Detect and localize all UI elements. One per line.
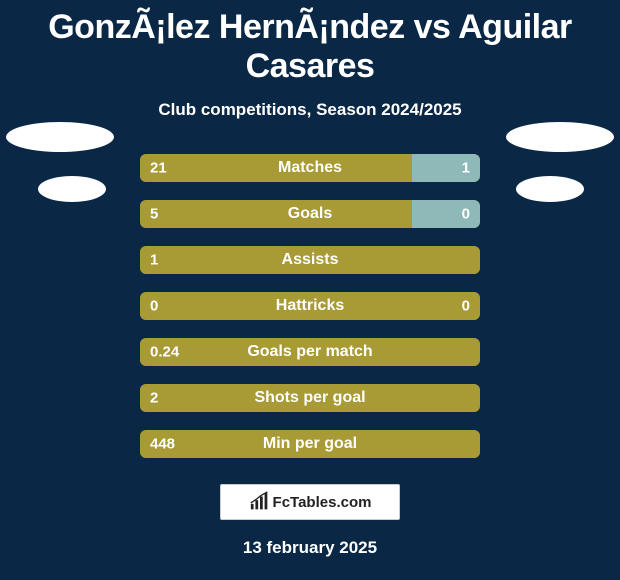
player-oval [506, 122, 614, 152]
stat-segment-left [140, 200, 412, 228]
stat-row: Shots per goal 2 [140, 384, 480, 412]
stat-value-left: 448 [150, 436, 175, 453]
player-oval [38, 176, 106, 202]
logo-box: FcTables.com [220, 484, 400, 520]
stat-label: Goals per match [247, 343, 372, 361]
player-oval [6, 122, 114, 152]
stat-row: Goals 5 0 [140, 200, 480, 228]
subtitle: Club competitions, Season 2024/2025 [0, 100, 620, 120]
stat-segment-left [140, 154, 412, 182]
stat-label: Matches [278, 159, 342, 177]
stat-row: Goals per match 0.24 [140, 338, 480, 366]
stat-label: Goals [288, 205, 332, 223]
stat-value-right: 0 [462, 298, 470, 315]
content-area: Matches211Goals50Assists1Hattricks00Goal… [0, 154, 620, 458]
stat-label: Hattricks [276, 297, 344, 315]
logo-text: FcTables.com [273, 494, 372, 511]
stat-row: Min per goal 448 [140, 430, 480, 458]
stat-value-left: 5 [150, 206, 158, 223]
stat-row: Matches 21 1 [140, 154, 480, 182]
stat-value-left: 0 [150, 298, 158, 315]
stat-label: Assists [282, 251, 339, 269]
stat-value-left: 1 [150, 252, 158, 269]
stat-value-left: 2 [150, 390, 158, 407]
stat-label: Min per goal [263, 435, 357, 453]
stats-bars: Matches211Goals50Assists1Hattricks00Goal… [140, 154, 480, 458]
stat-row: Assists 1 [140, 246, 480, 274]
stat-value-right: 0 [462, 206, 470, 223]
chart-icon [249, 491, 271, 513]
stat-row: Hattricks 0 0 [140, 292, 480, 320]
date-text: 13 february 2025 [0, 538, 620, 558]
player-oval [516, 176, 584, 202]
stat-value-right: 1 [462, 160, 470, 177]
stat-value-left: 0.24 [150, 344, 179, 361]
page-title: GonzÃ¡lez HernÃ¡ndez vs Aguilar Casares [0, 0, 620, 86]
stat-label: Shots per goal [254, 389, 365, 407]
stat-value-left: 21 [150, 160, 167, 177]
